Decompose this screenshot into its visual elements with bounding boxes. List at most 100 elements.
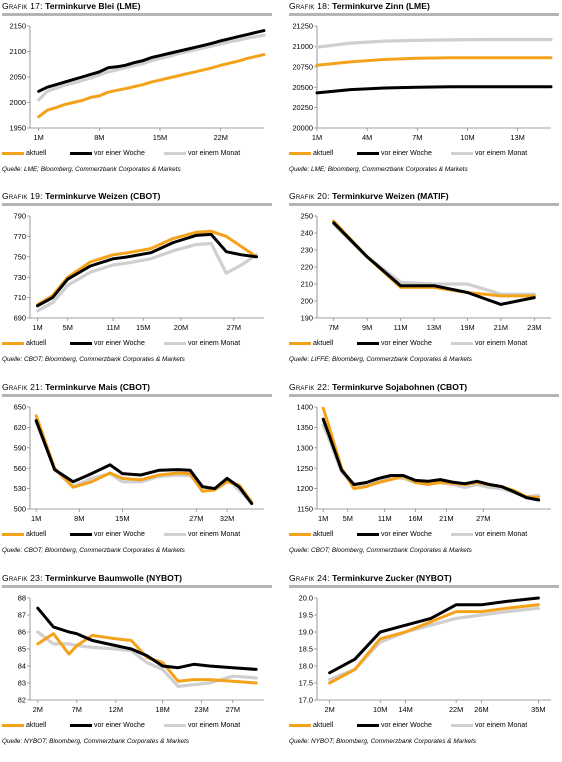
series-line-aktuell [328, 603, 540, 685]
y-tick-label: 17.5 [299, 679, 313, 688]
x-tick-label: 1M [312, 133, 322, 142]
chart-title-text: Terminkurve Weizen (MATIF) [332, 191, 449, 201]
legend-label: vor einer Woche [94, 722, 145, 729]
y-tick-label: 1250 [297, 464, 313, 473]
chart-source: Quelle: CBOT; Bloomberg, Commerzbank Cor… [2, 547, 185, 554]
x-tick-label: 22M [449, 705, 463, 714]
legend-swatch [357, 152, 379, 155]
chart-legend: aktuell vor einer Woche vor einem Monat [289, 338, 559, 352]
chart-title-text: Terminkurve Blei (LME) [45, 1, 141, 11]
legend-swatch [357, 533, 379, 536]
chart-title: Grafik 19: Terminkurve Weizen (CBOT) [2, 190, 272, 206]
y-tick-label: 750 [14, 252, 26, 261]
y-tick-label: 87 [18, 611, 26, 620]
y-tick-label: 790 [14, 212, 26, 221]
legend-swatch [451, 152, 473, 155]
x-tick-label: 4M [362, 133, 372, 142]
legend-label: vor einer Woche [381, 150, 432, 157]
y-tick-label: 2100 [10, 47, 26, 56]
y-tick-label: 85 [18, 645, 26, 654]
x-tick-label: 1M [34, 133, 44, 142]
chart-number: Grafik 18: [289, 1, 330, 11]
series-line-woche [315, 85, 553, 95]
y-tick-label: 2050 [10, 73, 26, 82]
x-tick-label: 1M [318, 514, 328, 523]
chart-number: Grafik 23: [2, 573, 43, 583]
series-line-aktuell [36, 229, 258, 307]
chart-number: Grafik 19: [2, 191, 43, 201]
x-tick-label: 13M [427, 323, 441, 332]
legend-label: aktuell [26, 150, 47, 157]
y-tick-label: 82 [18, 696, 26, 705]
x-tick-label: 12M [109, 705, 123, 714]
x-tick-label: 2M [325, 705, 335, 714]
y-tick-label: 2000 [10, 98, 26, 107]
chart-panel-18: Grafik 18: Terminkurve Zinn (LME) 20000 20… [289, 0, 559, 180]
legend-label: vor einem Monat [188, 340, 241, 347]
x-tick-label: 2M [33, 705, 43, 714]
x-tick-label: 8M [94, 133, 104, 142]
series-line-monat [321, 423, 541, 499]
chart-number: Grafik 24: [289, 573, 330, 583]
chart-source: Quelle: LIFFE; Bloomberg, Commerzbank Co… [289, 356, 472, 363]
legend-swatch [451, 724, 473, 727]
y-tick-label: 590 [14, 443, 26, 452]
chart-title: Grafik 23: Terminkurve Baumwolle (NYBOT) [2, 572, 272, 588]
chart-source: Quelle: CBOT; Bloomberg, Commerzbank Cor… [2, 356, 185, 363]
x-tick-label: 8M [74, 514, 84, 523]
x-tick-label: 11M [106, 323, 120, 332]
legend-swatch [357, 724, 379, 727]
y-tick-label: 86 [18, 628, 26, 637]
chart-panel-23: Grafik 23: Terminkurve Baumwolle (NYBOT)… [2, 572, 272, 752]
y-tick-label: 210 [301, 280, 313, 289]
chart-title: Grafik 21: Terminkurve Mais (CBOT) [2, 381, 272, 397]
y-tick-label: 21250 [292, 22, 313, 31]
x-tick-label: 5M [63, 323, 73, 332]
legend-label: vor einer Woche [94, 531, 145, 538]
series-line-woche [36, 606, 258, 671]
x-tick-label: 32M [220, 514, 234, 523]
chart-number: Grafik 17: [2, 1, 43, 11]
y-tick-label: 20500 [292, 83, 313, 92]
chart-title-text: Terminkurve Mais (CBOT) [45, 382, 150, 392]
legend-label: aktuell [26, 340, 47, 347]
chart-panel-21: Grafik 21: Terminkurve Mais (CBOT) 500 530… [2, 381, 272, 561]
series-line-monat [332, 222, 536, 296]
legend-swatch [2, 152, 24, 155]
y-tick-label: 84 [18, 662, 26, 671]
chart-legend: aktuell vor einer Woche vor einem Monat [2, 720, 272, 734]
series-line-monat [37, 33, 266, 102]
y-tick-label: 1150 [297, 505, 313, 514]
series-line-woche [37, 29, 266, 93]
chart-legend: aktuell vor einer Woche vor einem Monat [2, 148, 272, 162]
y-tick-label: 19.0 [299, 628, 313, 637]
x-tick-label: 26M [474, 705, 488, 714]
chart-source: Quelle: NYBOT; Bloomberg, Commerzbank Co… [2, 738, 190, 745]
chart-title-text: Terminkurve Weizen (CBOT) [45, 191, 161, 201]
x-tick-label: 1M [31, 514, 41, 523]
series-line-monat [34, 420, 254, 504]
x-tick-label: 19M [460, 323, 474, 332]
legend-label: vor einem Monat [475, 150, 528, 157]
chart-legend: aktuell vor einer Woche vor einem Monat [2, 338, 272, 352]
y-tick-label: 18.5 [299, 645, 313, 654]
x-tick-label: 15M [136, 323, 150, 332]
y-tick-label: 1300 [297, 443, 313, 452]
x-tick-label: 27M [226, 705, 240, 714]
chart-title: Grafik 17: Terminkurve Blei (LME) [2, 0, 272, 16]
x-tick-label: 16M [408, 514, 422, 523]
series-line-aktuell [34, 414, 254, 504]
series-line-woche [34, 419, 254, 506]
y-tick-label: 17.0 [299, 696, 313, 705]
x-tick-label: 10M [460, 133, 474, 142]
y-tick-label: 1400 [297, 403, 313, 412]
chart-panel-22: Grafik 22: Terminkurve Sojabohnen (CBOT)… [289, 381, 559, 561]
chart-legend: aktuell vor einer Woche vor einem Monat [289, 529, 559, 543]
legend-label: aktuell [26, 531, 47, 538]
legend-swatch [70, 152, 92, 155]
chart-title: Grafik 20: Terminkurve Weizen (MATIF) [289, 190, 559, 206]
chart-source: Quelle: LME; Bloomberg, Commerzbank Corp… [289, 166, 468, 173]
x-tick-label: 23M [194, 705, 208, 714]
x-tick-label: 21M [494, 323, 508, 332]
y-tick-label: 730 [14, 273, 26, 282]
